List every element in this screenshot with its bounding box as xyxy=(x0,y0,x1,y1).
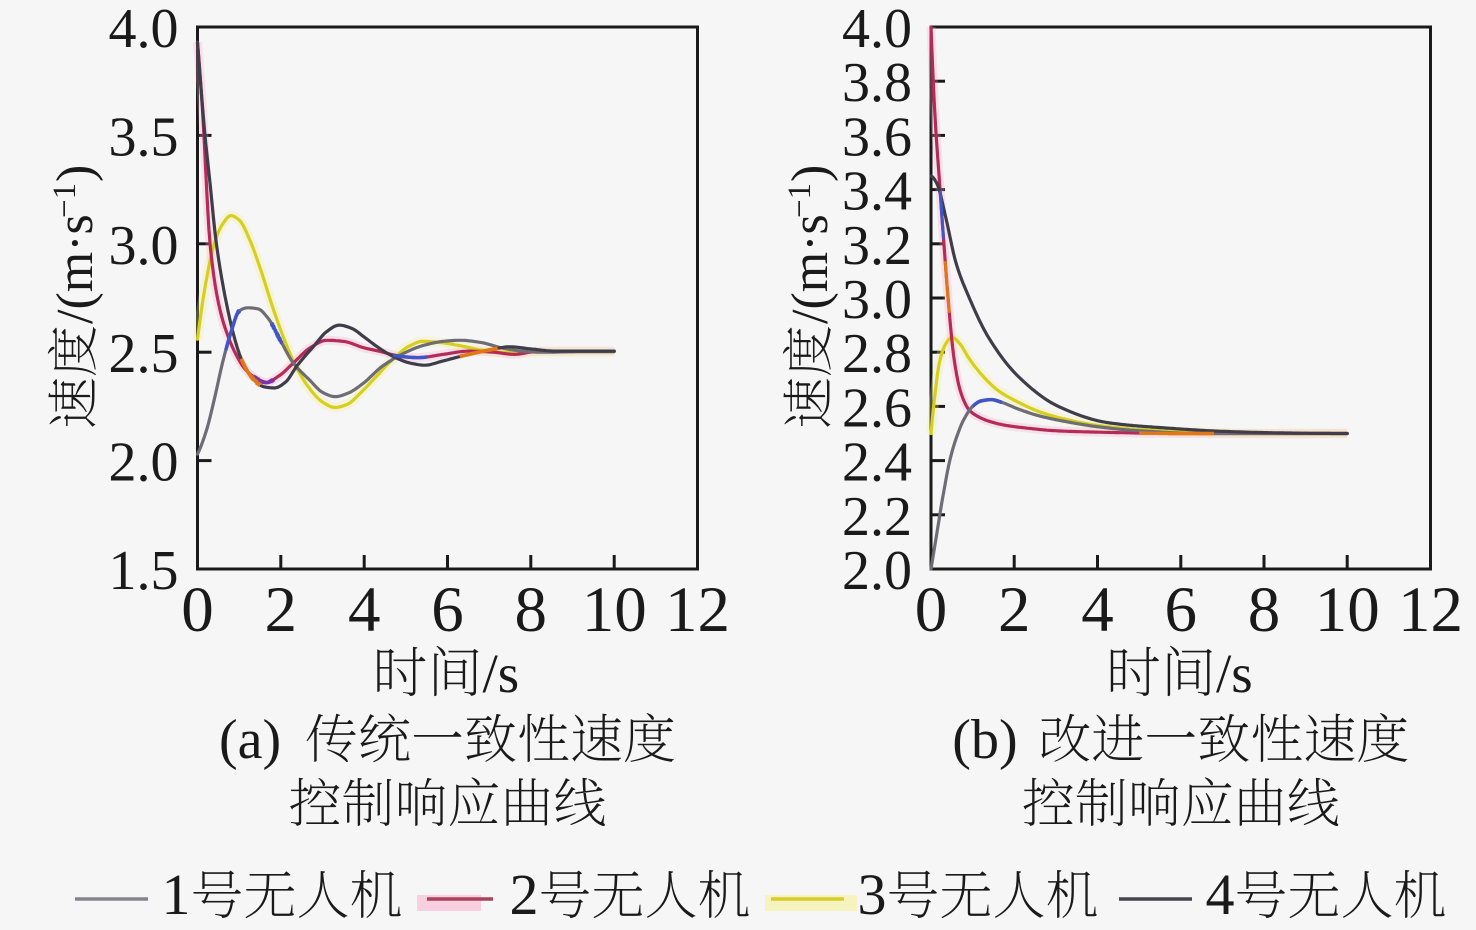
svg-text:4.0: 4.0 xyxy=(842,0,912,60)
svg-text:6: 6 xyxy=(431,574,464,646)
svg-text:/(m·s: /(m·s xyxy=(47,214,104,324)
svg-text:/s: /s xyxy=(1216,643,1253,704)
svg-text:2.4: 2.4 xyxy=(842,432,912,494)
svg-text:6: 6 xyxy=(1165,574,1198,646)
svg-text:4.0: 4.0 xyxy=(109,0,179,60)
svg-text:2.6: 2.6 xyxy=(842,377,912,439)
svg-text:3.8: 3.8 xyxy=(842,52,912,114)
svg-text:4: 4 xyxy=(1206,862,1235,927)
svg-text:0: 0 xyxy=(181,574,214,646)
svg-text:3: 3 xyxy=(858,862,887,927)
svg-text:2: 2 xyxy=(998,574,1031,646)
svg-text:3.6: 3.6 xyxy=(842,106,912,168)
svg-text:10: 10 xyxy=(582,574,647,646)
svg-text:1: 1 xyxy=(162,862,191,927)
svg-text:(b): (b) xyxy=(952,709,1017,771)
svg-text:3.5: 3.5 xyxy=(109,106,179,168)
svg-text:−1: −1 xyxy=(782,183,818,218)
svg-text:/s: /s xyxy=(483,643,520,704)
svg-text:2.0: 2.0 xyxy=(109,432,179,494)
svg-text:10: 10 xyxy=(1315,574,1380,646)
svg-text:3.2: 3.2 xyxy=(842,215,912,277)
svg-text:2.8: 2.8 xyxy=(842,323,912,385)
svg-text:2: 2 xyxy=(510,862,539,927)
svg-text:(a): (a) xyxy=(219,709,281,771)
svg-text:3.0: 3.0 xyxy=(109,215,179,277)
svg-text:8: 8 xyxy=(1248,574,1281,646)
svg-text:2: 2 xyxy=(265,574,298,646)
svg-text:/(m·s: /(m·s xyxy=(782,214,839,324)
svg-text:): ) xyxy=(782,165,839,182)
svg-text:): ) xyxy=(47,165,104,182)
svg-text:3.0: 3.0 xyxy=(842,269,912,331)
svg-text:12: 12 xyxy=(1398,574,1463,646)
svg-text:3.4: 3.4 xyxy=(842,161,912,223)
svg-text:1.5: 1.5 xyxy=(109,540,179,602)
svg-text:2.0: 2.0 xyxy=(842,540,912,602)
svg-text:2.5: 2.5 xyxy=(109,323,179,385)
svg-text:4: 4 xyxy=(348,574,381,646)
svg-text:12: 12 xyxy=(665,574,730,646)
svg-text:4: 4 xyxy=(1081,574,1114,646)
svg-text:8: 8 xyxy=(515,574,548,646)
svg-text:0: 0 xyxy=(915,574,948,646)
svg-text:−1: −1 xyxy=(47,183,83,218)
svg-text:2.2: 2.2 xyxy=(842,486,912,548)
